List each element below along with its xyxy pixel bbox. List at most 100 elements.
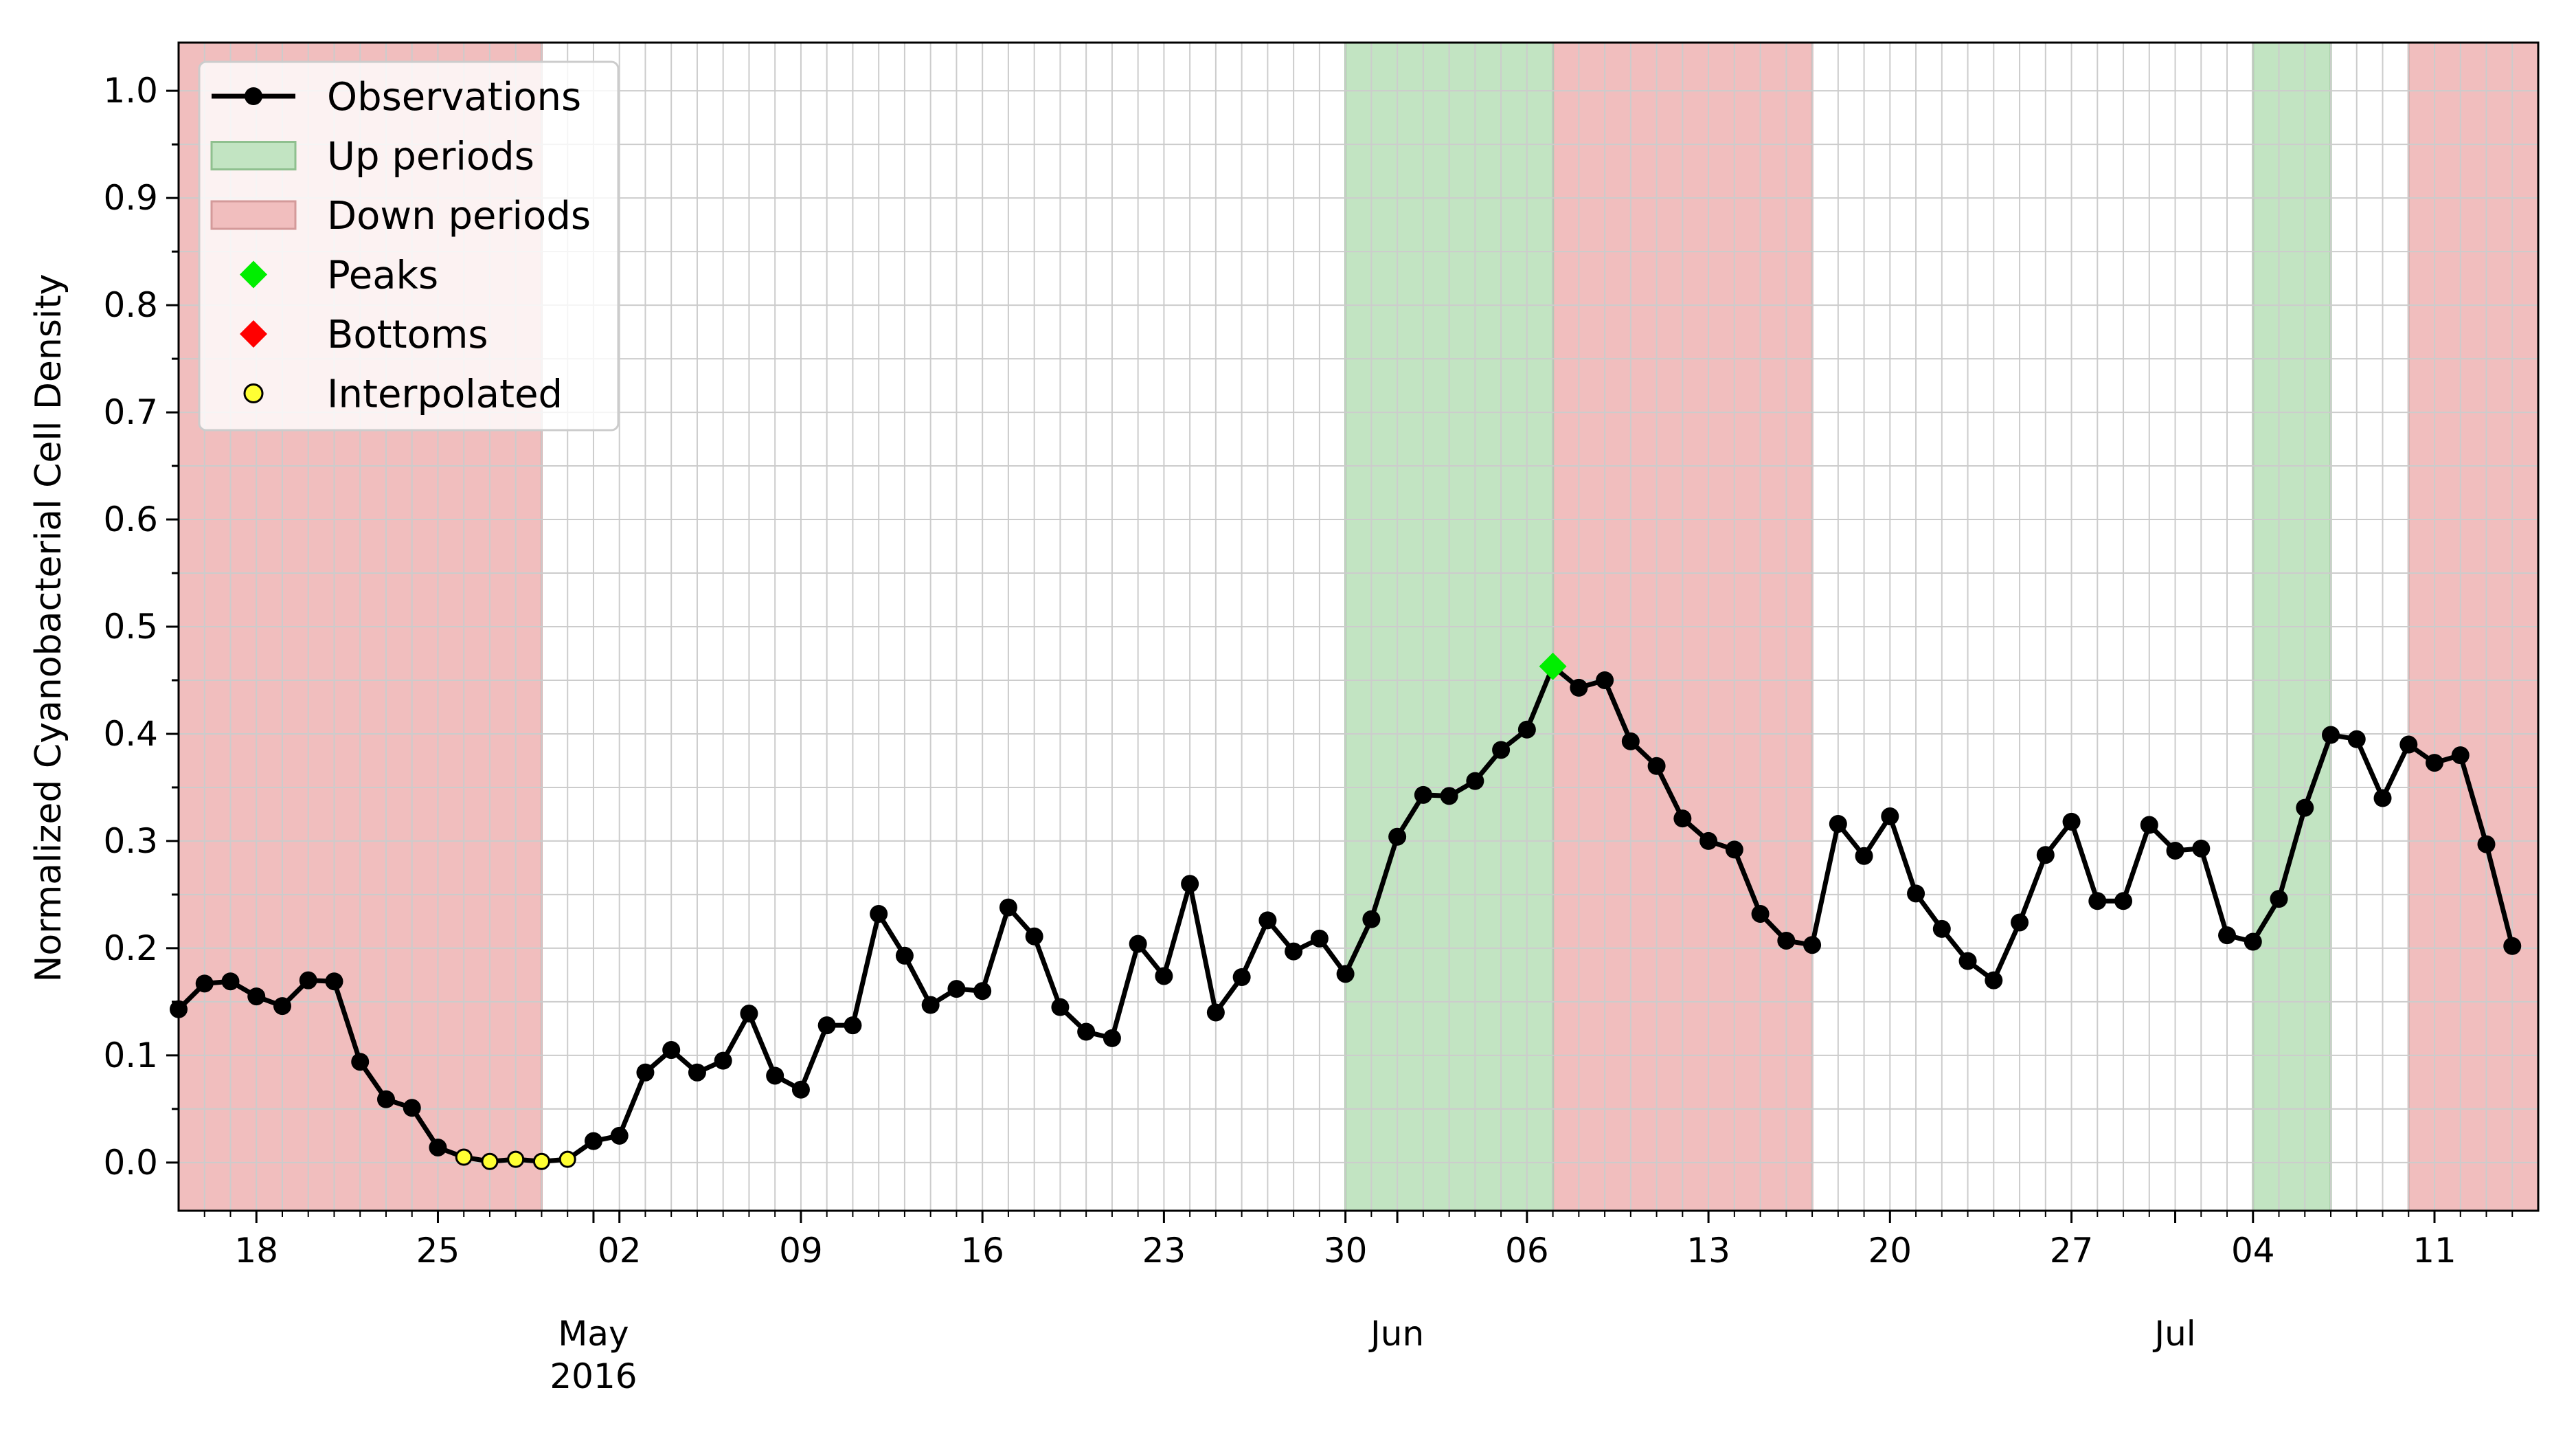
observation-point <box>1596 671 1614 689</box>
y-tick-label: 0.6 <box>103 500 158 539</box>
observation-point <box>1751 904 1770 923</box>
observation-point <box>636 1063 655 1082</box>
observation-point <box>688 1063 706 1082</box>
observation-point <box>299 971 317 989</box>
x-tick-label: 06 <box>1505 1231 1549 1271</box>
observation-point <box>2088 892 2107 910</box>
observation-point <box>2373 789 2392 807</box>
y-tick-label: 0.9 <box>103 178 158 218</box>
observation-point <box>1181 875 1199 893</box>
y-tick-label: 0.1 <box>103 1036 158 1075</box>
series-observations <box>170 652 2522 1170</box>
observation-point <box>1285 942 1303 961</box>
observation-point <box>921 996 940 1014</box>
observation-point <box>1673 809 1692 828</box>
observation-point <box>1985 971 2003 989</box>
x-tick-label: 16 <box>960 1231 1004 1271</box>
observation-point <box>1881 807 1899 826</box>
observation-point <box>1621 732 1640 750</box>
x-tick-label: 13 <box>1686 1231 1730 1271</box>
observation-point <box>2166 841 2184 860</box>
observation-point <box>1570 678 1588 697</box>
legend-label: Interpolated <box>327 372 563 417</box>
observation-point <box>1232 968 1251 986</box>
observation-point <box>1647 757 1666 775</box>
y-axis-title: Normalized Cyanobacterial Cell Density <box>28 273 69 982</box>
observation-point <box>1492 741 1511 759</box>
observation-point <box>2192 839 2211 858</box>
legend-bottom-marker <box>240 320 267 348</box>
interpolated-point <box>481 1152 499 1170</box>
x-tick-label: 25 <box>416 1231 460 1271</box>
observation-point <box>999 898 1017 917</box>
x-tick-label: 04 <box>2231 1231 2275 1271</box>
legend-label: Up periods <box>327 135 534 179</box>
observation-point <box>1077 1022 1096 1041</box>
observation-point <box>2322 726 2340 744</box>
legend-interpolated-marker <box>243 383 264 403</box>
observation-point <box>2244 932 2262 951</box>
observation-point <box>403 1099 421 1117</box>
observation-point <box>2477 835 2496 853</box>
x-month-label: May <box>558 1314 629 1354</box>
peak-marker <box>1539 652 1567 680</box>
x-month-label: Jul <box>2152 1314 2195 1354</box>
observation-point <box>1025 927 1043 946</box>
observation-point <box>1855 847 1873 865</box>
observation-point <box>2114 892 2133 910</box>
interpolated-point <box>455 1148 473 1166</box>
y-tick-label: 0.0 <box>103 1143 158 1183</box>
observation-point <box>429 1138 447 1156</box>
interpolated-point <box>558 1150 576 1168</box>
observation-point <box>247 987 266 1006</box>
observation-point <box>817 1016 836 1035</box>
observation-point <box>351 1053 370 1071</box>
legend: Observations Up periods Down periods Peaks B… <box>198 60 620 432</box>
x-tick-label: 27 <box>2050 1231 2094 1271</box>
observation-point <box>2140 816 2158 834</box>
observation-point <box>2426 754 2444 772</box>
observation-point <box>1258 911 1277 930</box>
observation-point <box>1206 1003 1225 1022</box>
observation-point <box>1725 840 1743 859</box>
observation-point <box>895 946 914 965</box>
observation-point <box>973 982 992 1000</box>
observation-point <box>1362 910 1381 928</box>
x-tick-label: 30 <box>1324 1231 1368 1271</box>
y-tick-label: 0.5 <box>103 607 158 647</box>
observation-point <box>584 1132 602 1150</box>
legend-label: Bottoms <box>327 313 488 357</box>
observation-point <box>2296 798 2314 817</box>
observation-point <box>1699 831 1718 850</box>
observation-point <box>376 1090 395 1108</box>
observation-point <box>1155 967 1173 985</box>
observation-point <box>1388 827 1407 846</box>
observation-point <box>325 972 343 991</box>
legend-up-swatch <box>210 141 297 170</box>
observation-point <box>2218 926 2237 945</box>
observation-point <box>1103 1029 1121 1047</box>
x-tick-label: 20 <box>1868 1231 1912 1271</box>
observation-point <box>1466 772 1484 790</box>
observation-point <box>195 974 214 993</box>
observation-point <box>844 1016 862 1035</box>
y-tick-label: 0.8 <box>103 285 158 325</box>
observation-point <box>2399 735 2418 754</box>
legend-observations-marker <box>245 87 262 105</box>
observation-point <box>1777 931 1796 950</box>
observation-point <box>2036 846 2055 864</box>
observation-point <box>1051 998 1070 1016</box>
observation-point <box>610 1126 629 1145</box>
x-year-label: 2016 <box>550 1356 637 1396</box>
observation-point <box>766 1066 784 1085</box>
y-tick-label: 1.0 <box>103 71 158 111</box>
observation-point <box>662 1041 681 1060</box>
legend-down-swatch <box>210 200 297 230</box>
observation-point <box>1932 919 1951 938</box>
observation-point <box>1829 814 1847 833</box>
x-tick-label: 18 <box>234 1231 278 1271</box>
observation-point <box>2011 913 2029 932</box>
observation-point <box>2347 730 2366 748</box>
observation-point <box>1440 787 1458 805</box>
